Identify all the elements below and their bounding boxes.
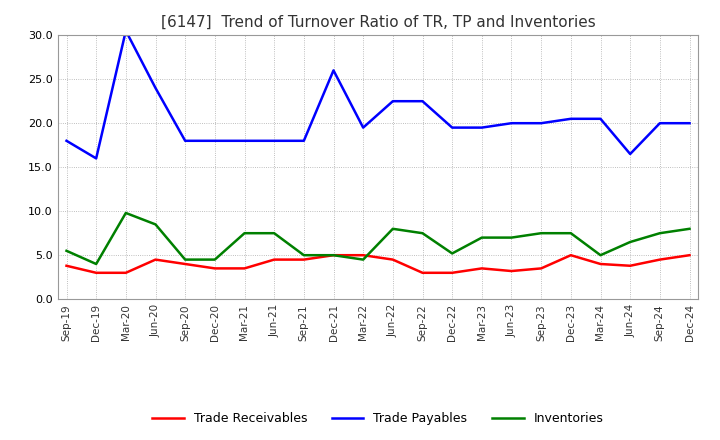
- Trade Payables: [329, 68, 338, 73]
- Trade Payables: [685, 121, 694, 126]
- Inventories: [151, 222, 160, 227]
- Trade Payables: [477, 125, 486, 130]
- Trade Payables: [151, 85, 160, 91]
- Trade Receivables: [448, 270, 456, 275]
- Trade Receivables: [240, 266, 249, 271]
- Inventories: [567, 231, 575, 236]
- Inventories: [300, 253, 308, 258]
- Legend: Trade Receivables, Trade Payables, Inventories: Trade Receivables, Trade Payables, Inven…: [148, 407, 608, 430]
- Inventories: [685, 226, 694, 231]
- Trade Payables: [181, 138, 189, 143]
- Inventories: [359, 257, 367, 262]
- Inventories: [507, 235, 516, 240]
- Inventories: [596, 253, 605, 258]
- Inventories: [537, 231, 546, 236]
- Trade Receivables: [329, 253, 338, 258]
- Inventories: [418, 231, 427, 236]
- Inventories: [62, 248, 71, 253]
- Trade Payables: [389, 99, 397, 104]
- Trade Receivables: [537, 266, 546, 271]
- Trade Payables: [655, 121, 664, 126]
- Inventories: [389, 226, 397, 231]
- Inventories: [329, 253, 338, 258]
- Inventories: [655, 231, 664, 236]
- Trade Receivables: [151, 257, 160, 262]
- Trade Receivables: [626, 263, 634, 268]
- Trade Payables: [418, 99, 427, 104]
- Trade Payables: [210, 138, 219, 143]
- Trade Receivables: [181, 261, 189, 267]
- Trade Receivables: [62, 263, 71, 268]
- Trade Payables: [359, 125, 367, 130]
- Title: [6147]  Trend of Turnover Ratio of TR, TP and Inventories: [6147] Trend of Turnover Ratio of TR, TP…: [161, 15, 595, 30]
- Trade Payables: [567, 116, 575, 121]
- Line: Trade Payables: Trade Payables: [66, 31, 690, 158]
- Inventories: [181, 257, 189, 262]
- Trade Payables: [92, 156, 101, 161]
- Inventories: [448, 251, 456, 256]
- Inventories: [122, 210, 130, 216]
- Trade Receivables: [359, 253, 367, 258]
- Trade Payables: [270, 138, 279, 143]
- Trade Payables: [62, 138, 71, 143]
- Trade Payables: [537, 121, 546, 126]
- Trade Payables: [626, 151, 634, 157]
- Trade Payables: [300, 138, 308, 143]
- Inventories: [240, 231, 249, 236]
- Trade Payables: [596, 116, 605, 121]
- Inventories: [210, 257, 219, 262]
- Line: Inventories: Inventories: [66, 213, 690, 264]
- Trade Receivables: [655, 257, 664, 262]
- Inventories: [477, 235, 486, 240]
- Trade Receivables: [389, 257, 397, 262]
- Trade Receivables: [507, 268, 516, 274]
- Line: Trade Receivables: Trade Receivables: [66, 255, 690, 273]
- Trade Receivables: [270, 257, 279, 262]
- Inventories: [626, 239, 634, 245]
- Inventories: [270, 231, 279, 236]
- Trade Receivables: [300, 257, 308, 262]
- Trade Receivables: [685, 253, 694, 258]
- Trade Payables: [507, 121, 516, 126]
- Trade Receivables: [122, 270, 130, 275]
- Trade Receivables: [596, 261, 605, 267]
- Trade Receivables: [567, 253, 575, 258]
- Trade Payables: [240, 138, 249, 143]
- Trade Payables: [122, 28, 130, 33]
- Inventories: [92, 261, 101, 267]
- Trade Payables: [448, 125, 456, 130]
- Trade Receivables: [477, 266, 486, 271]
- Trade Receivables: [92, 270, 101, 275]
- Trade Receivables: [210, 266, 219, 271]
- Trade Receivables: [418, 270, 427, 275]
